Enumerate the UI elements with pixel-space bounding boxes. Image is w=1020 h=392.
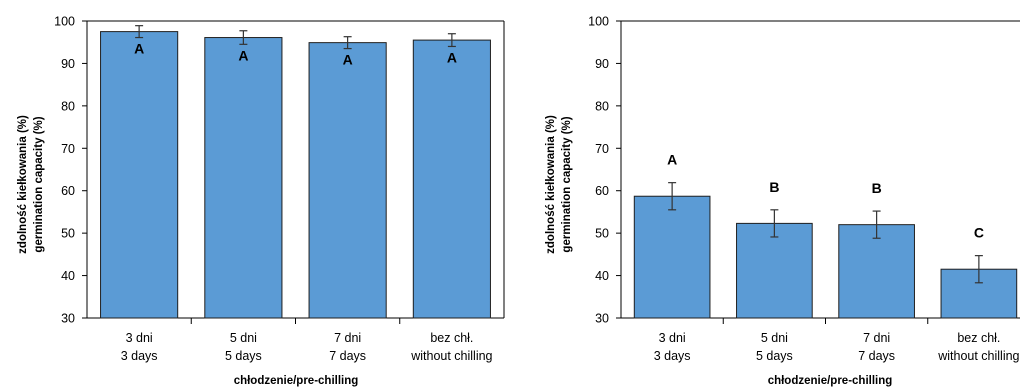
- significance-letter: A: [343, 52, 353, 68]
- x-tick-label: 5 days: [756, 349, 793, 363]
- x-tick-label: 7 days: [858, 349, 895, 363]
- significance-letter: C: [974, 225, 984, 241]
- x-tick-label: 3 dni: [126, 331, 153, 345]
- x-tick-label: 5 days: [225, 349, 262, 363]
- y-tick-label: 90: [595, 57, 609, 71]
- x-axis-title: chłodzenie/pre-chilling: [768, 375, 893, 387]
- y-tick-label: 70: [595, 142, 609, 156]
- significance-letter: A: [134, 41, 144, 57]
- y-tick-label: 90: [61, 57, 75, 71]
- x-tick-label: 5 dni: [761, 331, 788, 345]
- x-tick-label: bez chł.: [430, 331, 473, 345]
- x-axis-title: chłodzenie/pre-chilling: [234, 375, 359, 387]
- x-tick-label: without chilling: [937, 349, 1019, 363]
- bar: [736, 222, 813, 319]
- significance-letter: B: [769, 179, 779, 195]
- y-tick-label: 50: [61, 227, 75, 241]
- bar: [633, 195, 711, 319]
- y-tick-label: 100: [588, 15, 609, 29]
- y-tick-label: 40: [595, 269, 609, 283]
- y-axis-title: zdolność kiełkowania (%): [17, 115, 29, 254]
- bar: [838, 224, 915, 319]
- y-tick-label: 30: [595, 312, 609, 326]
- bar: [100, 31, 179, 319]
- x-tick-label: 7 dni: [863, 331, 890, 345]
- x-tick-label: 7 days: [329, 349, 366, 363]
- y-tick-label: 80: [61, 99, 75, 113]
- x-tick-label: 3 days: [121, 349, 158, 363]
- y-axis-title: germination capacity (%): [561, 116, 573, 252]
- x-tick-label: 7 dni: [334, 331, 361, 345]
- bar: [204, 37, 283, 319]
- significance-letter: A: [447, 49, 457, 65]
- y-tick-label: 60: [61, 184, 75, 198]
- x-tick-label: without chilling: [410, 349, 492, 363]
- significance-letter: B: [872, 180, 882, 196]
- bar: [412, 39, 491, 319]
- significance-letter: A: [667, 152, 677, 168]
- significance-letter: A: [238, 47, 248, 63]
- y-axis-title: germination capacity (%): [33, 116, 45, 252]
- y-tick-label: 30: [61, 312, 75, 326]
- x-tick-label: 3 dni: [659, 331, 686, 345]
- y-tick-label: 50: [595, 227, 609, 241]
- x-tick-label: 3 days: [654, 349, 691, 363]
- y-tick-label: 80: [595, 99, 609, 113]
- chart-panel-2: 30 40 50 60 70 80 90 100 A 3 dni 3 days B 5 dni 5 day…: [545, 15, 1020, 387]
- y-tick-label: 70: [61, 142, 75, 156]
- y-tick-label: 60: [595, 184, 609, 198]
- x-tick-label: bez chł.: [957, 331, 1000, 345]
- bar: [308, 42, 387, 319]
- x-tick-label: 5 dni: [230, 331, 257, 345]
- y-tick-label: 100: [54, 15, 75, 29]
- y-tick-label: 40: [61, 269, 75, 283]
- chart-panel-1: 30 40 50 60 70 80 90 100 A 3 dni 3 days A 5 dni 5 day…: [17, 15, 505, 387]
- y-axis-title: zdolność kiełkowania (%): [545, 115, 557, 254]
